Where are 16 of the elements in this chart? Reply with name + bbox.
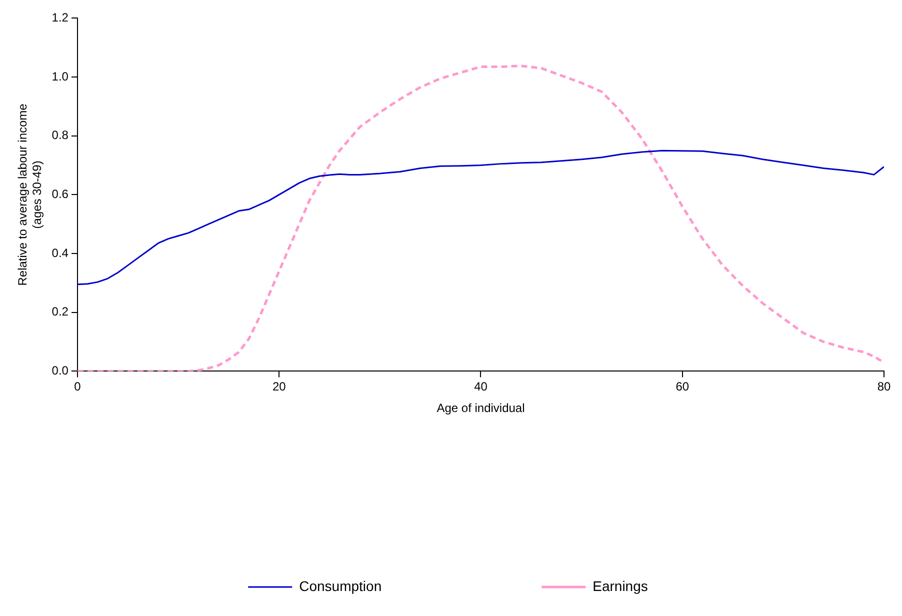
- x-tick-label: 80: [877, 380, 891, 394]
- legend-label: Consumption: [299, 578, 382, 594]
- legend-label: Earnings: [592, 578, 648, 594]
- x-axis-title: Age of individual: [436, 401, 525, 416]
- y-tick-label: 1.0: [52, 69, 69, 84]
- x-tick-label: 40: [474, 380, 488, 394]
- y-tick-label: 0.2: [52, 304, 69, 319]
- y-tick-label: 0.4: [52, 246, 69, 260]
- x-tick-label: 0: [74, 380, 82, 394]
- y-tick-label: 1.2: [52, 10, 69, 25]
- y-tick-label: 0.8: [52, 128, 69, 142]
- y-tick-label: 0.6: [52, 187, 69, 202]
- y-tick-label: 0.0: [52, 364, 69, 378]
- x-tick-label: 20: [272, 380, 286, 394]
- x-tick-label: 60: [676, 380, 690, 394]
- y-axis-title: Relative to average labour income (ages 30-49): [16, 103, 44, 286]
